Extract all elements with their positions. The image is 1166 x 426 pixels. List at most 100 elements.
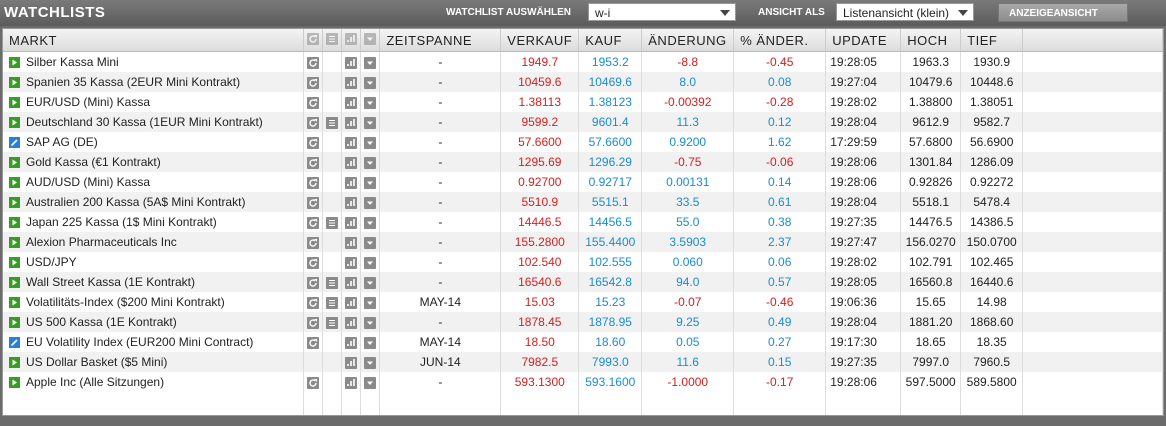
list-icon[interactable] <box>326 316 339 329</box>
market-icon[interactable] <box>9 296 21 309</box>
market-name[interactable]: Apple Inc (Alle Sitzungen) <box>3 372 305 392</box>
market-icon[interactable] <box>9 116 21 129</box>
chart-icon[interactable] <box>345 316 358 329</box>
market-row[interactable]: SAP AG (DE) -57.6600 57.6600 0.9200 1.62 17:2… <box>3 132 1163 152</box>
market-icon[interactable] <box>9 136 21 149</box>
display-button[interactable]: ANZEIGEANSICHT <box>998 3 1128 22</box>
chart-icon[interactable] <box>345 136 358 149</box>
market-row[interactable]: Gold Kassa (€1 Kontrakt) -1295.69 1296.29-… <box>3 152 1163 172</box>
column-header[interactable]: TIEF <box>960 29 1024 52</box>
dd-icon[interactable] <box>364 56 377 69</box>
refresh-icon[interactable] <box>307 256 320 269</box>
market-row[interactable]: Alexion Pharmaceuticals Inc -155.2800 155.… <box>3 232 1163 252</box>
market-icon[interactable] <box>9 336 21 349</box>
market-name[interactable]: Volatilitäts-Index ($200 Mini Kontrakt) <box>3 292 305 312</box>
market-name[interactable]: AUD/USD (Mini) Kassa <box>3 172 305 192</box>
chart-icon[interactable] <box>345 296 358 309</box>
market-name[interactable]: US 500 Kassa (1E Kontrakt) <box>3 312 305 332</box>
market-icon[interactable] <box>9 216 21 229</box>
chart-icon[interactable] <box>345 356 358 369</box>
chart-icon[interactable] <box>345 376 358 389</box>
refresh-icon[interactable] <box>307 316 320 329</box>
dd-icon[interactable] <box>364 336 377 349</box>
refresh-icon[interactable] <box>307 216 320 229</box>
market-icon[interactable] <box>9 376 21 389</box>
market-name[interactable]: Wall Street Kassa (1E Kontrakt) <box>3 272 305 292</box>
market-row[interactable]: US 500 Kassa (1E Kontrakt) -1878.45 1878.9… <box>3 312 1163 332</box>
dd-icon[interactable] <box>364 156 377 169</box>
refresh-icon[interactable] <box>307 296 320 309</box>
chart-icon[interactable] <box>345 196 358 209</box>
watchlist-select[interactable]: w-i <box>588 3 736 21</box>
refresh-icon[interactable] <box>307 276 320 289</box>
column-header[interactable]: MARKT <box>3 29 305 52</box>
market-icon[interactable] <box>9 76 21 89</box>
dd-icon[interactable] <box>364 96 377 109</box>
chart-icon[interactable] <box>345 236 358 249</box>
market-row[interactable]: Silber Kassa Mini -1949.7 1953.2 -8.8 -0.45 1… <box>3 51 1163 72</box>
column-header[interactable]: HOCH <box>900 29 962 52</box>
chart-icon[interactable] <box>345 76 358 89</box>
refresh-icon[interactable] <box>307 76 320 89</box>
market-name[interactable]: Alexion Pharmaceuticals Inc <box>3 232 305 252</box>
market-row[interactable]: Volatilitäts-Index ($200 Mini Kontrakt) M… <box>3 292 1163 312</box>
market-icon[interactable] <box>9 276 21 289</box>
market-row[interactable]: Japan 225 Kassa (1$ Mini Kontrakt) -14446… <box>3 212 1163 232</box>
market-icon[interactable] <box>9 356 21 369</box>
list-icon[interactable] <box>326 116 339 129</box>
market-icon[interactable] <box>9 176 21 189</box>
chart-icon[interactable] <box>345 336 358 349</box>
market-name[interactable]: Japan 225 Kassa (1$ Mini Kontrakt) <box>3 212 305 232</box>
column-header[interactable]: UPDATE <box>825 29 902 52</box>
market-row[interactable]: Deutschland 30 Kassa (1EUR Mini Kontrakt… <box>3 112 1163 132</box>
market-row[interactable]: Apple Inc (Alle Sitzungen) -593.1300 593.1… <box>3 372 1163 392</box>
market-row[interactable]: Wall Street Kassa (1E Kontrakt) -16540.6 1… <box>3 272 1163 292</box>
market-icon[interactable] <box>9 156 21 169</box>
dd-icon[interactable] <box>364 236 377 249</box>
column-header[interactable]: % ÄNDER. <box>733 29 827 52</box>
refresh-icon[interactable] <box>307 236 320 249</box>
list-icon[interactable] <box>326 216 339 229</box>
market-name[interactable]: SAP AG (DE) <box>3 132 305 152</box>
view-select[interactable]: Listenansicht (klein) <box>836 3 974 21</box>
dd-icon[interactable] <box>364 256 377 269</box>
refresh-icon[interactable] <box>307 336 320 349</box>
market-name[interactable]: EU Volatility Index (EUR200 Mini Contrac… <box>3 332 305 352</box>
chart-icon[interactable] <box>345 156 358 169</box>
chart-icon[interactable] <box>345 116 358 129</box>
refresh-icon[interactable] <box>307 116 320 129</box>
dd-icon[interactable] <box>364 316 377 329</box>
dd-icon[interactable] <box>364 176 377 189</box>
header-icon[interactable] <box>322 29 343 52</box>
refresh-icon[interactable] <box>307 136 320 149</box>
market-icon[interactable] <box>9 236 21 249</box>
market-name[interactable]: Spanien 35 Kassa (2EUR Mini Kontrakt) <box>3 72 305 92</box>
chart-icon[interactable] <box>345 176 358 189</box>
header-icon[interactable] <box>341 29 362 52</box>
column-header[interactable]: ÄNDERUNG <box>641 29 735 52</box>
header-icon[interactable] <box>303 29 324 52</box>
refresh-icon[interactable] <box>307 196 320 209</box>
market-icon[interactable] <box>9 316 21 329</box>
market-row[interactable]: Spanien 35 Kassa (2EUR Mini Kontrakt) -10… <box>3 72 1163 92</box>
column-header[interactable]: KAUF <box>578 29 643 52</box>
market-row[interactable]: Australien 200 Kassa (5A$ Mini Kontrakt)… <box>3 192 1163 212</box>
header-icon[interactable] <box>360 29 381 52</box>
refresh-icon[interactable] <box>307 56 320 69</box>
refresh-icon[interactable] <box>307 176 320 189</box>
refresh-icon[interactable] <box>307 156 320 169</box>
dd-icon[interactable] <box>364 276 377 289</box>
market-name[interactable]: US Dollar Basket ($5 Mini) <box>3 352 305 372</box>
market-row[interactable]: USD/JPY -102.540 102.555 0.060 0.06 19:28:02 1… <box>3 252 1163 272</box>
dd-icon[interactable] <box>364 136 377 149</box>
market-name[interactable]: Silber Kassa Mini <box>3 51 305 72</box>
market-icon[interactable] <box>9 96 21 109</box>
market-row[interactable]: EU Volatility Index (EUR200 Mini Contrac… <box>3 332 1163 352</box>
dd-icon[interactable] <box>364 356 377 369</box>
dd-icon[interactable] <box>364 376 377 389</box>
dd-icon[interactable] <box>364 196 377 209</box>
market-icon[interactable] <box>9 196 21 209</box>
chart-icon[interactable] <box>345 216 358 229</box>
chart-icon[interactable] <box>345 256 358 269</box>
market-row[interactable]: AUD/USD (Mini) Kassa -0.92700 0.92717 0.001… <box>3 172 1163 192</box>
